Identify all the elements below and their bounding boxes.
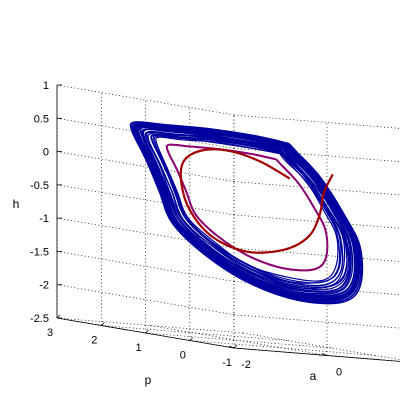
tick-label-p: 3 — [47, 327, 53, 339]
tick-label-p: 0 — [180, 350, 186, 362]
grid-line — [56, 284, 235, 316]
tick-label-p: -1 — [222, 357, 232, 369]
tick-label-h: -2 — [39, 280, 49, 292]
grid-line — [233, 314, 400, 329]
attractor-orbit — [139, 126, 354, 295]
trajectory-line — [179, 148, 334, 254]
tick-mark-p — [101, 322, 105, 326]
axis-title-a: a — [310, 369, 317, 383]
tick-label-h: -2.5 — [30, 313, 49, 325]
axes — [56, 84, 400, 362]
tick-mark-p — [189, 337, 194, 341]
tick-mark-p — [145, 329, 149, 334]
grid-line — [242, 332, 400, 360]
tick-label-h: -1.5 — [30, 246, 49, 258]
attractor-orbit — [153, 135, 341, 284]
attractor-orbit — [134, 123, 359, 301]
attractor-orbit — [150, 134, 344, 287]
tick-mark-p — [233, 344, 238, 349]
tick-label-h: 0 — [43, 147, 49, 159]
tick-label-h: 1 — [43, 80, 49, 92]
axis-title-h: h — [13, 197, 20, 211]
grid-line — [145, 332, 332, 349]
tick-mark-a — [321, 353, 328, 356]
tick-label-h: -0.5 — [30, 180, 49, 192]
tick-label-p: 1 — [135, 342, 141, 354]
grid-line — [233, 114, 400, 129]
tick-label-p: 2 — [91, 335, 97, 347]
attractor-orbit — [137, 125, 356, 298]
grid-line — [56, 84, 235, 116]
attractor-orbit — [152, 134, 342, 284]
attractor-orbit — [135, 124, 358, 299]
tick-label-a: 0 — [336, 367, 342, 379]
attractor-orbit — [129, 121, 364, 305]
tick-mark-a — [228, 345, 235, 349]
tick-label-h: -1 — [39, 213, 49, 225]
series-layer — [129, 121, 364, 305]
tick-label-a: -2 — [241, 359, 251, 371]
attractor-inner-orbit — [165, 143, 329, 272]
grid-line — [149, 325, 328, 356]
axis-title-p: p — [145, 373, 152, 387]
grid-line — [101, 325, 288, 341]
attractor-orbit — [155, 136, 339, 282]
grid-line — [56, 317, 244, 334]
tick-label-h: 0.5 — [34, 113, 49, 125]
grid-line — [189, 340, 376, 356]
tick-mark-p — [56, 314, 61, 319]
